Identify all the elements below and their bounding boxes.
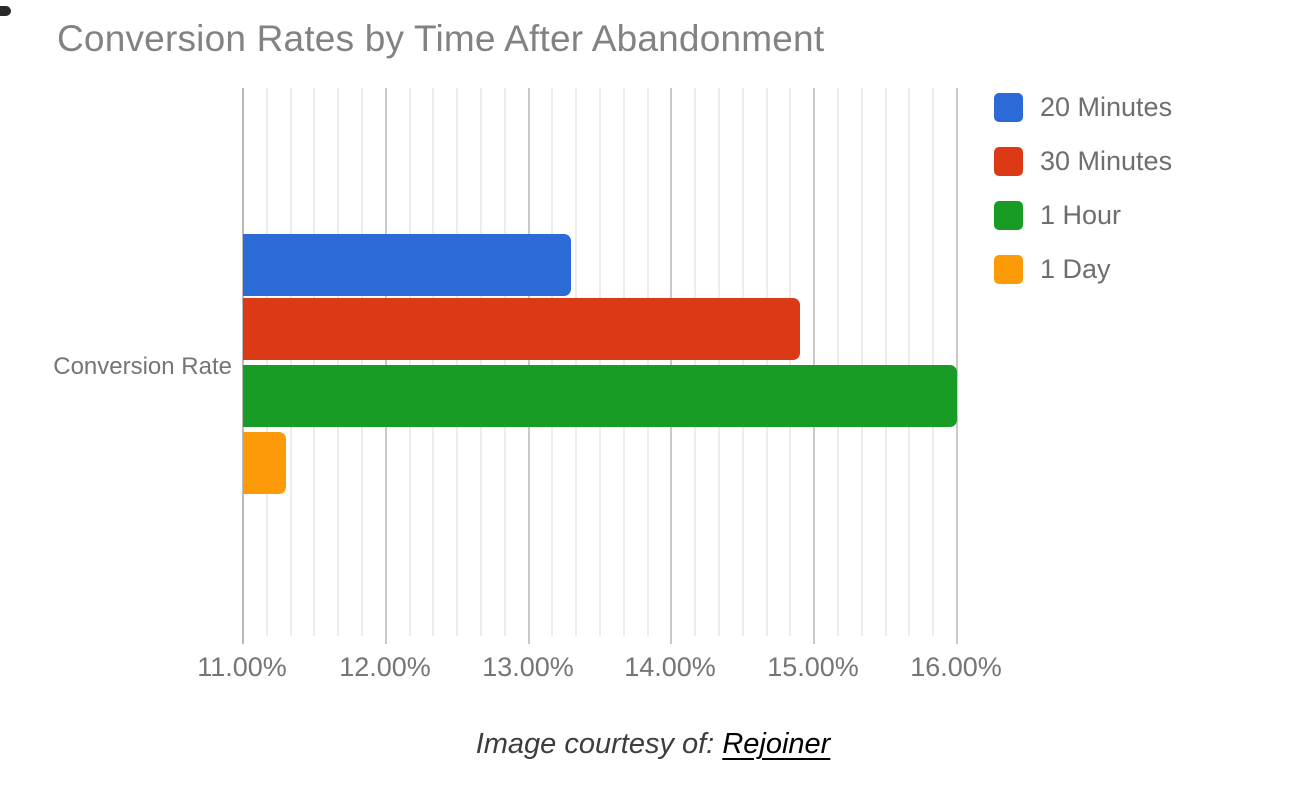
gridline-minor bbox=[313, 88, 315, 636]
gridline-minor bbox=[932, 88, 934, 636]
bar-20-minutes bbox=[243, 234, 571, 296]
y-category-label: Conversion Rate bbox=[53, 353, 232, 380]
legend-item-30-minutes: 30 Minutes bbox=[994, 146, 1173, 176]
gridline-minor bbox=[504, 88, 506, 636]
rejoiner-link[interactable]: Rejoiner bbox=[722, 728, 831, 760]
gridline-minor bbox=[337, 88, 339, 636]
plot-area bbox=[242, 88, 958, 644]
gridline-minor bbox=[718, 88, 720, 636]
gridline-minor bbox=[861, 88, 863, 636]
gridline-minor bbox=[409, 88, 411, 636]
legend-swatch bbox=[994, 255, 1023, 284]
caption: Image courtesy of: Rejoiner bbox=[0, 728, 1306, 761]
legend-swatch bbox=[994, 147, 1023, 176]
corner-artifact bbox=[0, 6, 11, 16]
gridline-minor bbox=[766, 88, 768, 636]
legend-label: 20 Minutes bbox=[1040, 92, 1173, 122]
legend-label: 1 Day bbox=[1040, 254, 1111, 284]
gridline-minor bbox=[599, 88, 601, 636]
gridline-minor bbox=[480, 88, 482, 636]
gridline-minor bbox=[789, 88, 791, 636]
x-axis: 11.00% 12.00% 13.00% 14.00% 15.00% 16.00% bbox=[197, 652, 1002, 684]
chart-title: Conversion Rates by Time After Abandonme… bbox=[57, 18, 825, 59]
gridline-minor bbox=[647, 88, 649, 636]
gridline-minor bbox=[432, 88, 434, 636]
legend: 20 Minutes 30 Minutes 1 Hour 1 Day bbox=[994, 92, 1173, 309]
gridline-minor bbox=[742, 88, 744, 636]
x-tick-label: 11.00% bbox=[197, 652, 287, 682]
gridline-minor bbox=[575, 88, 577, 636]
gridline-minor bbox=[837, 88, 839, 636]
gridline-major bbox=[956, 88, 958, 644]
gridline-minor bbox=[623, 88, 625, 636]
bar-1-day bbox=[243, 432, 286, 494]
legend-label: 30 Minutes bbox=[1040, 146, 1173, 176]
legend-label: 1 Hour bbox=[1040, 200, 1122, 230]
legend-item-1-day: 1 Day bbox=[994, 254, 1172, 284]
x-tick-label: 16.00% bbox=[910, 652, 1002, 682]
x-tick-label: 12.00% bbox=[339, 652, 431, 682]
legend-swatch bbox=[994, 201, 1023, 230]
x-tick-label: 14.00% bbox=[624, 652, 716, 682]
gridline-minor bbox=[551, 88, 553, 636]
gridline-minor bbox=[885, 88, 887, 636]
gridline-minor bbox=[266, 88, 268, 636]
legend-item-20-minutes: 20 Minutes bbox=[994, 92, 1173, 122]
gridline-minor bbox=[361, 88, 363, 636]
gridline-minor bbox=[694, 88, 696, 636]
bar-30-minutes bbox=[243, 298, 800, 360]
bar-1-hour bbox=[243, 365, 957, 427]
gridline-minor bbox=[908, 88, 910, 636]
caption-text: Image courtesy of: bbox=[475, 728, 723, 760]
gridline-minor bbox=[290, 88, 292, 636]
legend-swatch bbox=[994, 93, 1023, 122]
x-tick-label: 13.00% bbox=[482, 652, 574, 682]
gridline-minor bbox=[456, 88, 458, 636]
x-tick-label: 15.00% bbox=[767, 652, 859, 682]
legend-item-1-hour: 1 Hour bbox=[994, 200, 1172, 230]
